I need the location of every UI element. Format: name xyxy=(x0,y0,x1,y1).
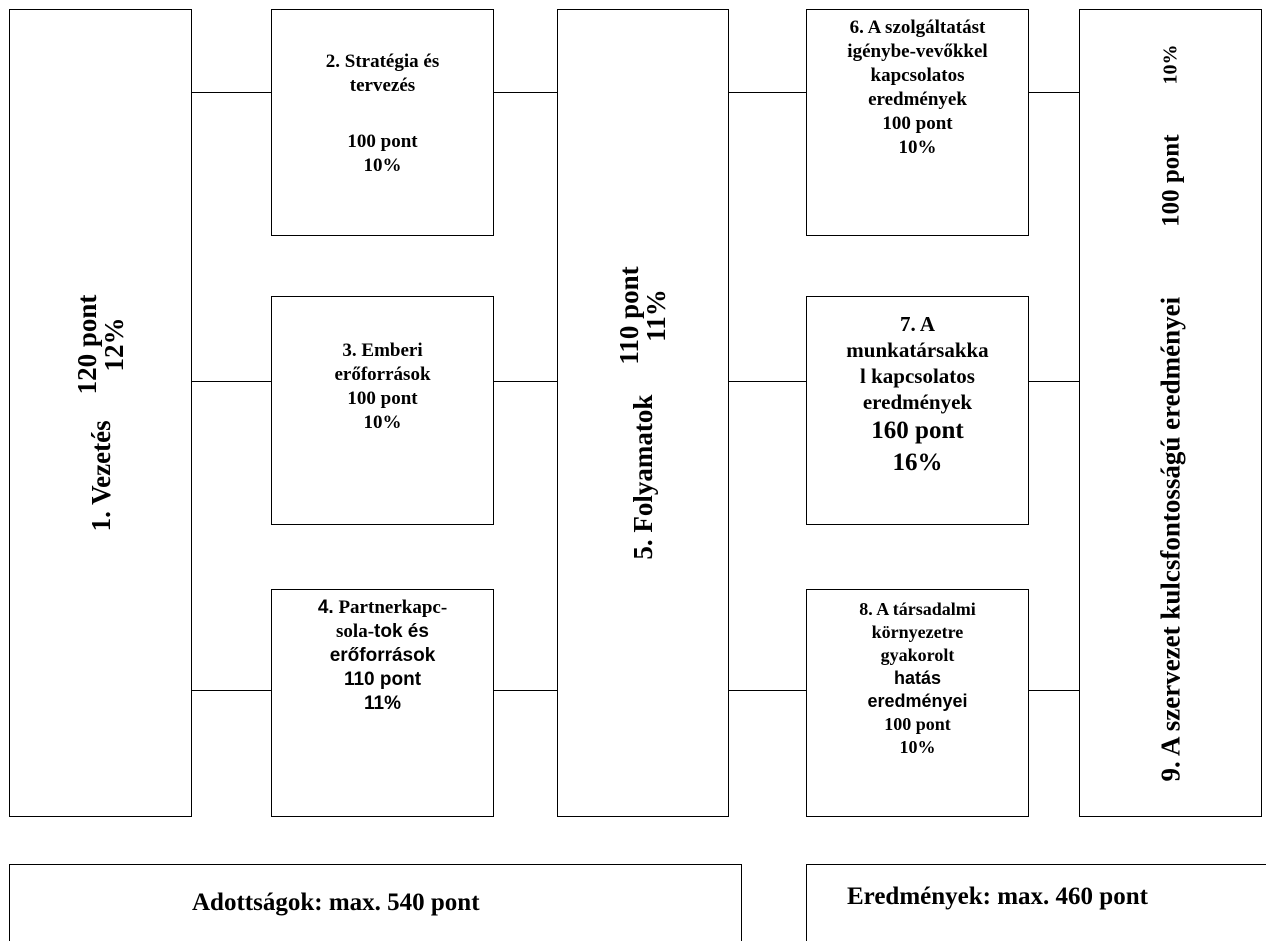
partnerships-title-line3: erőforrások xyxy=(329,645,436,666)
box-processes: 5. Folyamatok 110 pont 11% xyxy=(557,9,729,817)
customer-results-title-line4: eredmények xyxy=(868,89,967,110)
box-people-results: 7. A munkatársakka l kapcsolatos eredmén… xyxy=(806,296,1029,525)
human-resources-percent: 10% xyxy=(363,412,402,433)
society-results-points: 100 pont xyxy=(884,714,951,734)
society-results-title-line5: eredményei xyxy=(867,691,968,711)
leadership-label: 1. Vezetés 120 pont 12% xyxy=(71,294,129,532)
box-leadership: 1. Vezetés 120 pont 12% xyxy=(9,9,192,817)
society-results-title-line1: 8. A társadalmi xyxy=(859,599,976,619)
human-resources-title-line2: erőforrások xyxy=(334,364,431,385)
connector-line xyxy=(728,381,806,382)
human-resources-label: 3. Emberi erőforrások 100 pont 10% xyxy=(272,339,493,435)
human-resources-points: 100 pont xyxy=(347,388,418,409)
processes-percent: 11% xyxy=(641,289,671,342)
results-summary: Eredmények: max. 460 pont xyxy=(847,883,1148,910)
processes-title: 5. Folyamatok xyxy=(627,394,658,560)
partnerships-title-part2b: tok és xyxy=(374,621,429,642)
box-human-resources: 3. Emberi erőforrások 100 pont 10% xyxy=(271,296,494,525)
connector-line xyxy=(493,92,558,93)
key-results-percent: 10% xyxy=(1159,44,1181,85)
people-results-points: 160 pont xyxy=(871,417,964,444)
partnerships-title-part1: Partnerkapc- xyxy=(333,597,448,618)
strategy-percent: 10% xyxy=(363,155,402,176)
strategy-title-line2: tervezés xyxy=(349,75,416,96)
key-results-label: 9. A szervezet kulcsfontosságú eredménye… xyxy=(1155,44,1186,781)
box-partnerships: 4. Partnerkapc- sola-tok és erőforrások … xyxy=(271,589,494,817)
key-results-points: 100 pont xyxy=(1156,134,1184,227)
partnerships-title-line1: 4. Partnerkapc- xyxy=(272,596,493,620)
customer-results-points: 100 pont xyxy=(882,113,953,134)
enablers-summary-box: Adottságok: max. 540 pont xyxy=(9,864,742,941)
people-results-title-line3: l kapcsolatos xyxy=(860,364,975,388)
customer-results-title-line3: kapcsolatos xyxy=(870,65,965,86)
partnerships-label: 4. Partnerkapc- sola-tok és erőforrások … xyxy=(272,596,493,716)
connector-line xyxy=(1028,690,1080,691)
society-results-label: 8. A társadalmi környezetre gyakorolt ha… xyxy=(807,598,1028,759)
strategy-points: 100 pont xyxy=(347,131,418,152)
human-resources-title-line1: 3. Emberi xyxy=(342,340,423,361)
connector-line xyxy=(728,690,806,691)
leadership-points: 120 pont xyxy=(71,294,102,395)
connector-line xyxy=(1028,92,1080,93)
society-results-percent: 10% xyxy=(899,737,936,757)
processes-score: 110 pont 11% xyxy=(614,266,671,365)
society-results-title-line3: gyakorolt xyxy=(880,645,955,665)
strategy-label: 2. Stratégia és tervezés 100 pont 10% xyxy=(272,50,493,178)
people-results-percent: 16% xyxy=(892,449,943,476)
leadership-percent: 12% xyxy=(98,317,129,372)
people-results-label: 7. A munkatársakka l kapcsolatos eredmén… xyxy=(807,311,1028,479)
key-results-title: 9. A szervezet kulcsfontosságú eredménye… xyxy=(1155,296,1185,782)
results-summary-box: Eredmények: max. 460 pont xyxy=(806,864,1266,941)
connector-line xyxy=(191,92,271,93)
processes-points: 110 pont xyxy=(614,266,644,365)
partnerships-number: 4. xyxy=(317,597,334,618)
people-results-title-line1: 7. A xyxy=(899,312,935,336)
connector-line xyxy=(493,381,558,382)
people-results-title-line4: eredmények xyxy=(862,390,973,414)
customer-results-percent: 10% xyxy=(898,137,937,158)
customer-results-label: 6. A szolgáltatást igénybe-vevőkkel kapc… xyxy=(807,16,1028,160)
connector-line xyxy=(191,381,271,382)
connector-line xyxy=(493,690,558,691)
strategy-title-line1: 2. Stratégia és xyxy=(325,51,440,72)
processes-label: 5. Folyamatok 110 pont 11% xyxy=(614,266,671,560)
partnerships-title-part2a: sola- xyxy=(336,621,375,642)
connector-line xyxy=(191,690,271,691)
partnerships-points: 110 pont xyxy=(343,669,422,690)
enablers-summary: Adottságok: max. 540 pont xyxy=(192,889,480,916)
partnerships-percent: 11% xyxy=(364,693,401,714)
partnerships-title-line2: sola-tok és xyxy=(272,620,493,644)
box-strategy: 2. Stratégia és tervezés 100 pont 10% xyxy=(271,9,494,236)
people-results-title-line2: munkatársakka xyxy=(846,338,989,362)
customer-results-title-line1: 6. A szolgáltatást xyxy=(849,17,986,38)
society-results-title-line4: hatás xyxy=(893,668,942,688)
box-customer-results: 6. A szolgáltatást igénybe-vevőkkel kapc… xyxy=(806,9,1029,236)
society-results-title-line2: környezetre xyxy=(871,622,964,642)
box-society-results: 8. A társadalmi környezetre gyakorolt ha… xyxy=(806,589,1029,817)
leadership-title: 1. Vezetés xyxy=(85,420,115,532)
leadership-score: 120 pont 12% xyxy=(71,294,129,395)
connector-line xyxy=(728,92,806,93)
customer-results-title-line2: igénybe-vevőkkel xyxy=(847,41,988,62)
connector-line xyxy=(1028,381,1080,382)
box-key-results: 9. A szervezet kulcsfontosságú eredménye… xyxy=(1079,9,1262,817)
